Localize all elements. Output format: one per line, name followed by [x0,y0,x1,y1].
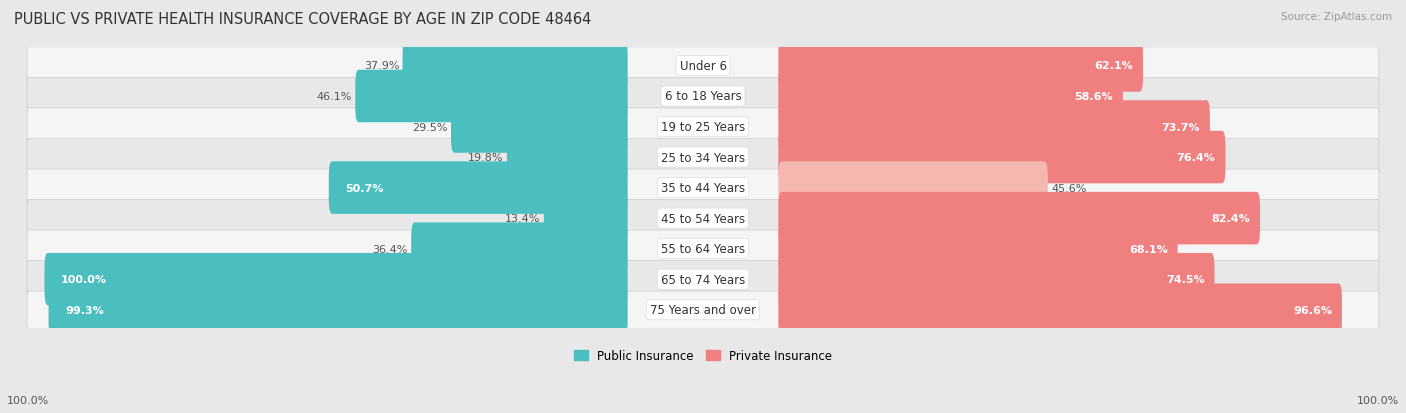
Text: 37.9%: 37.9% [364,61,399,71]
FancyBboxPatch shape [27,109,1379,146]
Text: 100.0%: 100.0% [60,275,107,285]
FancyBboxPatch shape [27,292,1379,329]
Text: 19 to 25 Years: 19 to 25 Years [661,121,745,134]
Text: 25 to 34 Years: 25 to 34 Years [661,151,745,164]
Text: 100.0%: 100.0% [7,395,49,405]
FancyBboxPatch shape [779,253,1215,306]
FancyBboxPatch shape [779,71,1123,123]
Text: 29.5%: 29.5% [412,122,447,132]
Text: 100.0%: 100.0% [1357,395,1399,405]
FancyBboxPatch shape [779,192,1260,245]
Text: 58.6%: 58.6% [1074,92,1114,102]
Text: 96.6%: 96.6% [1294,305,1331,315]
FancyBboxPatch shape [779,284,1341,336]
FancyBboxPatch shape [27,47,1379,85]
Text: PUBLIC VS PRIVATE HEALTH INSURANCE COVERAGE BY AGE IN ZIP CODE 48464: PUBLIC VS PRIVATE HEALTH INSURANCE COVER… [14,12,592,27]
FancyBboxPatch shape [411,223,627,275]
FancyBboxPatch shape [27,230,1379,268]
FancyBboxPatch shape [27,139,1379,176]
FancyBboxPatch shape [27,170,1379,207]
Text: 73.7%: 73.7% [1161,122,1201,132]
Text: 46.1%: 46.1% [316,92,352,102]
FancyBboxPatch shape [779,223,1178,275]
Text: 65 to 74 Years: 65 to 74 Years [661,273,745,286]
FancyBboxPatch shape [451,101,627,153]
Text: 68.1%: 68.1% [1129,244,1168,254]
FancyBboxPatch shape [544,192,627,245]
Text: 13.4%: 13.4% [505,214,540,223]
Text: 76.4%: 76.4% [1177,153,1216,163]
Text: 62.1%: 62.1% [1094,61,1133,71]
Text: 36.4%: 36.4% [373,244,408,254]
Text: 55 to 64 Years: 55 to 64 Years [661,242,745,256]
FancyBboxPatch shape [27,78,1379,115]
FancyBboxPatch shape [779,101,1211,153]
FancyBboxPatch shape [329,162,627,214]
FancyBboxPatch shape [27,261,1379,298]
Text: 50.7%: 50.7% [344,183,384,193]
Text: 19.8%: 19.8% [468,153,503,163]
FancyBboxPatch shape [402,40,627,93]
Text: Under 6: Under 6 [679,60,727,73]
FancyBboxPatch shape [356,71,627,123]
Text: 82.4%: 82.4% [1212,214,1250,223]
Text: Source: ZipAtlas.com: Source: ZipAtlas.com [1281,12,1392,22]
FancyBboxPatch shape [779,40,1143,93]
FancyBboxPatch shape [45,253,627,306]
Text: 45 to 54 Years: 45 to 54 Years [661,212,745,225]
FancyBboxPatch shape [49,284,627,336]
Text: 35 to 44 Years: 35 to 44 Years [661,182,745,195]
Text: 74.5%: 74.5% [1166,275,1205,285]
Text: 6 to 18 Years: 6 to 18 Years [665,90,741,103]
Text: 99.3%: 99.3% [65,305,104,315]
FancyBboxPatch shape [779,131,1226,184]
Text: 45.6%: 45.6% [1052,183,1087,193]
Legend: Public Insurance, Private Insurance: Public Insurance, Private Insurance [569,345,837,367]
FancyBboxPatch shape [779,162,1047,214]
FancyBboxPatch shape [27,200,1379,237]
FancyBboxPatch shape [508,131,627,184]
Text: 75 Years and over: 75 Years and over [650,304,756,316]
